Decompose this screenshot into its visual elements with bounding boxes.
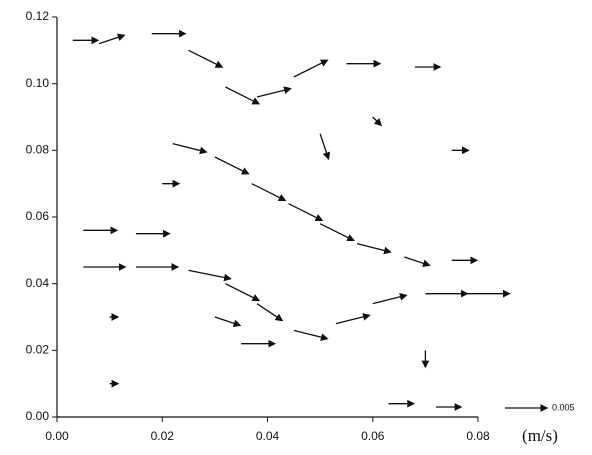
vector	[293, 329, 329, 341]
y-tick-label: 0.02	[26, 343, 50, 357]
vector	[335, 313, 371, 325]
x-tick-label: 0.06	[361, 429, 385, 443]
x-tick-label: 0.08	[466, 429, 490, 443]
vector	[188, 49, 224, 68]
y-tick-label: 0.08	[26, 143, 50, 157]
y-tick-label: 0.06	[26, 209, 50, 223]
x-tick-label: 0.00	[45, 429, 69, 443]
vector	[319, 133, 331, 161]
vector	[288, 203, 324, 222]
vector	[256, 86, 292, 98]
reference-label: 0.005	[552, 402, 575, 412]
vector	[293, 59, 329, 78]
y-tick-label: 0.04	[26, 276, 50, 290]
vector	[188, 269, 232, 282]
vector	[372, 116, 383, 127]
vector	[372, 293, 408, 305]
x-tick-label: 0.04	[256, 429, 280, 443]
vector	[98, 33, 126, 45]
vector	[225, 283, 261, 302]
vector	[251, 183, 287, 202]
vector	[356, 243, 392, 255]
vector	[214, 316, 242, 328]
vector	[319, 223, 355, 242]
y-tick-label: 0.00	[26, 409, 50, 423]
vector	[172, 143, 208, 155]
y-tick-label: 0.10	[26, 76, 50, 90]
vector	[404, 256, 431, 268]
y-tick-label: 0.12	[26, 9, 50, 23]
vector	[214, 156, 250, 175]
vector	[225, 86, 261, 105]
unit-label: (m/s)	[522, 426, 558, 445]
vector	[256, 303, 284, 322]
x-tick-label: 0.02	[151, 429, 175, 443]
